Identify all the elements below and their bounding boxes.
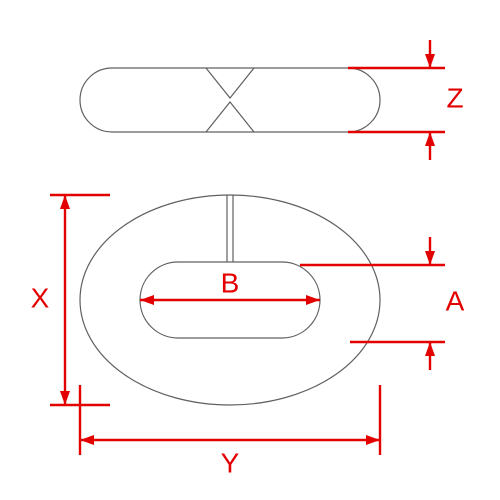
dim-label-z: Z [446,82,463,113]
top-link-outline [80,68,380,132]
technical-drawing: Z A X Y B [0,0,500,500]
dim-label-a: A [446,285,465,316]
dim-label-y: Y [221,447,240,478]
dim-label-b: B [221,267,240,298]
dim-label-x: X [31,282,50,313]
dimension-lines [50,40,445,455]
